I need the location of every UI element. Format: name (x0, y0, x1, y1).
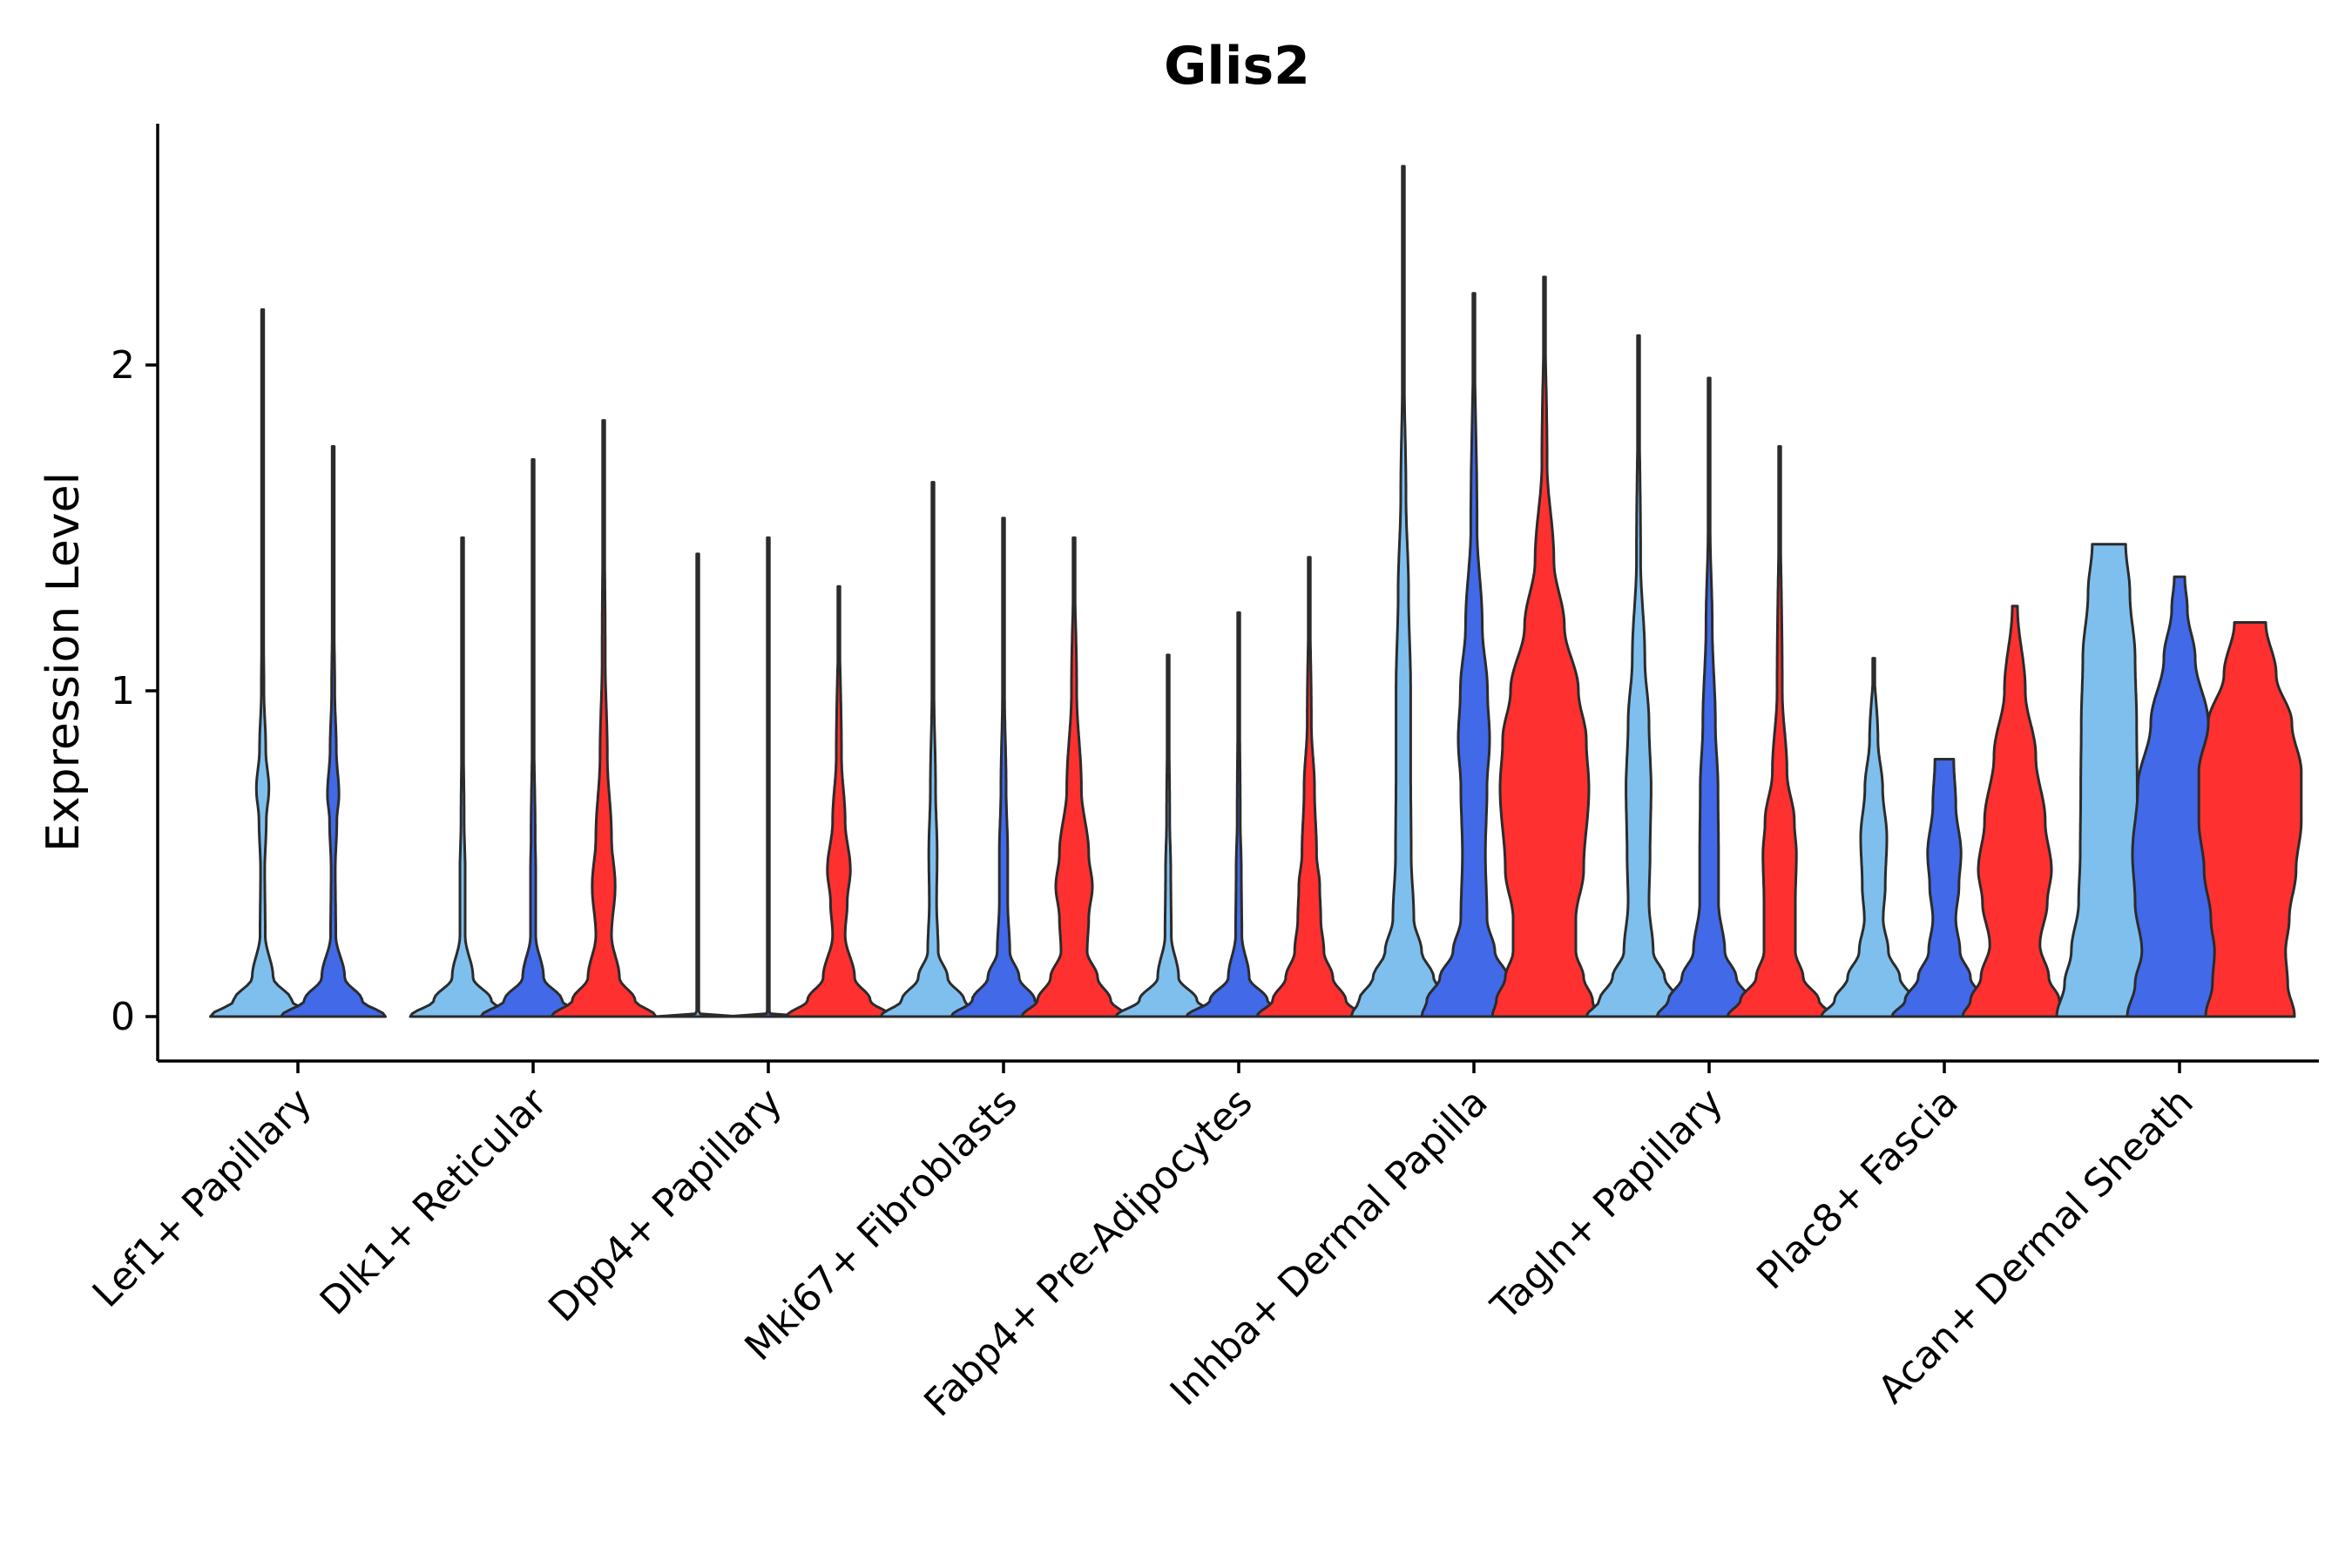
violin-g2 (280, 445, 387, 1018)
chart-title: Glis2 (1164, 36, 1310, 97)
y-ticks: 0 1 2 (111, 343, 158, 1039)
x-tick-label: Lef1+ Papillary (84, 1080, 321, 1316)
violin-g3 (1961, 605, 2069, 1018)
violin-g2 (1420, 292, 1528, 1018)
violin-g3 (785, 585, 893, 1018)
violin-g1 (1820, 657, 1928, 1018)
violin-g2 (1655, 376, 1763, 1018)
violin-g3 (1490, 275, 1598, 1018)
violin-g3 (550, 419, 658, 1018)
violin-g1 (409, 536, 517, 1018)
violin-g1 (1349, 165, 1457, 1018)
violin-g3 (1726, 445, 1834, 1018)
violin-g1 (654, 552, 741, 1018)
violin-layer (209, 165, 2303, 1018)
x-tick-label: Tagln+ Papillary (1483, 1080, 1732, 1329)
violin-g2 (725, 536, 812, 1018)
violin-g3 (2197, 621, 2303, 1018)
y-axis-label: Expression Level (37, 472, 90, 852)
violin-g2 (479, 458, 587, 1018)
violin-g2 (1185, 611, 1293, 1018)
violin-g3 (1255, 556, 1363, 1018)
violin-g1 (209, 308, 316, 1018)
violin-g2 (1890, 758, 1998, 1018)
x-tick-label: Dpp4+ Papillary (540, 1080, 791, 1331)
violin-g2 (950, 517, 1058, 1018)
y-tick-label: 0 (111, 995, 135, 1039)
y-tick-label: 1 (111, 669, 135, 713)
violin-g1 (1585, 334, 1693, 1018)
x-tick-label: Dlk1+ Reticular (312, 1079, 557, 1324)
violin-g1 (1114, 653, 1222, 1018)
y-tick-label: 2 (111, 343, 135, 388)
violin-g3 (1020, 536, 1128, 1018)
x-tick-label: Plac8+ Fascia (1748, 1080, 1967, 1299)
violin-g1 (879, 481, 987, 1018)
